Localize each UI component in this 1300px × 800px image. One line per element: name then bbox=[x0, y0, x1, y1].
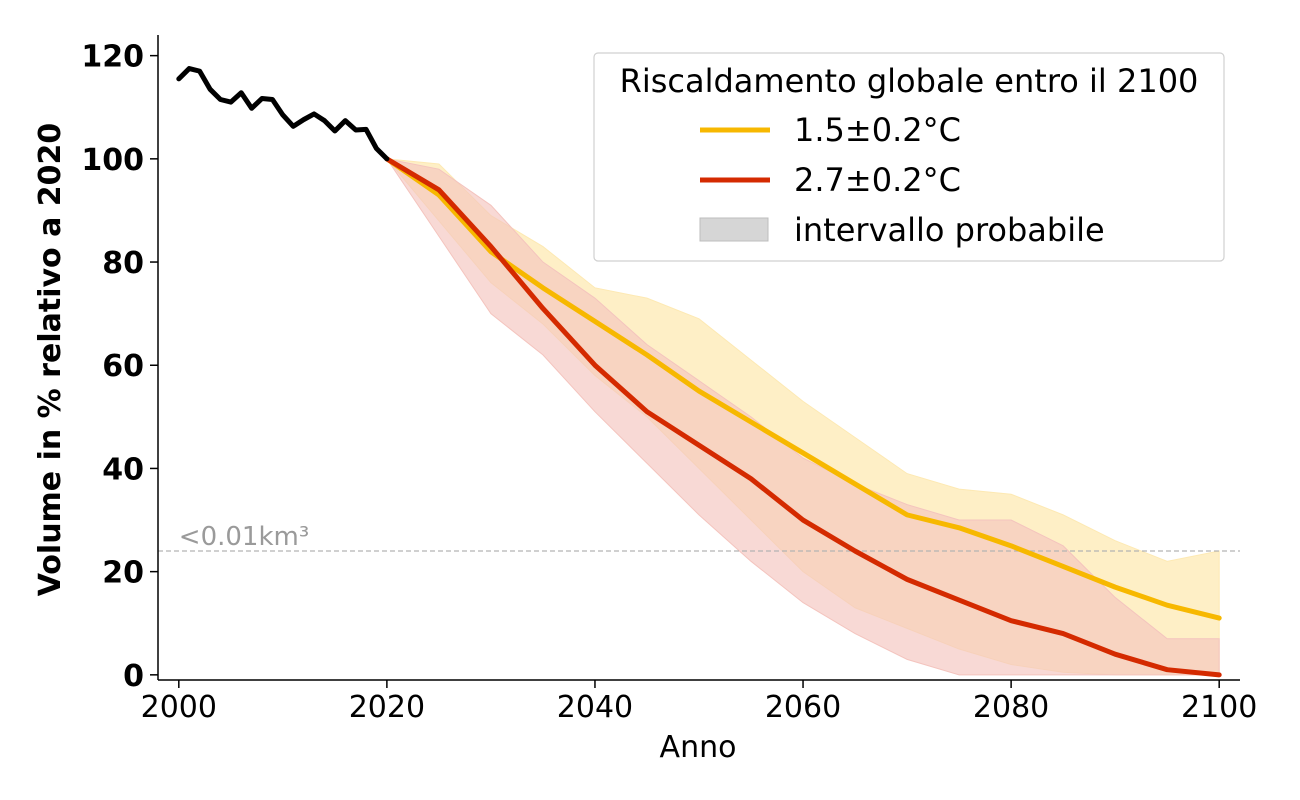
historical-line bbox=[176, 66, 390, 162]
y-tick-label-40: 40 bbox=[102, 452, 144, 487]
legend-swatch-likely-range bbox=[699, 217, 769, 242]
y-tick-label-100: 100 bbox=[81, 143, 144, 178]
x-tick-label-2000: 2000 bbox=[141, 690, 217, 725]
series-lines bbox=[176, 66, 1222, 678]
y-tick-label-0: 0 bbox=[123, 659, 144, 694]
legend-label-1-5: 1.5±0.2°C bbox=[794, 111, 961, 149]
series-line-2-7 bbox=[384, 156, 1222, 678]
legend-title: Riscaldamento globale entro il 2100 bbox=[620, 62, 1199, 100]
y-tick-label-20: 20 bbox=[102, 556, 144, 591]
x-tick-label-2020: 2020 bbox=[349, 690, 425, 725]
legend-frame bbox=[593, 52, 1225, 262]
y-tick-label-60: 60 bbox=[102, 349, 144, 384]
threshold-annotation: <0.01km³ bbox=[179, 522, 309, 552]
x-tick-label-2040: 2040 bbox=[557, 690, 633, 725]
legend: Riscaldamento globale entro il 2100 1.5±… bbox=[593, 52, 1225, 262]
series-line-1-5 bbox=[384, 156, 1222, 621]
y-tick-label-120: 120 bbox=[81, 40, 144, 75]
y-tick-label-80: 80 bbox=[102, 246, 144, 281]
legend-label-2-7: 2.7±0.2°C bbox=[794, 161, 961, 199]
x-axis-title: Anno bbox=[660, 730, 737, 765]
x-tick-label-2060: 2060 bbox=[765, 690, 841, 725]
y-axis-title: Volume in % relativo a 2020 bbox=[33, 123, 68, 597]
legend-label-likely-range: intervallo probabile bbox=[794, 211, 1105, 249]
x-tick-label-2080: 2080 bbox=[973, 690, 1049, 725]
x-tick-label-2100: 2100 bbox=[1181, 690, 1257, 725]
